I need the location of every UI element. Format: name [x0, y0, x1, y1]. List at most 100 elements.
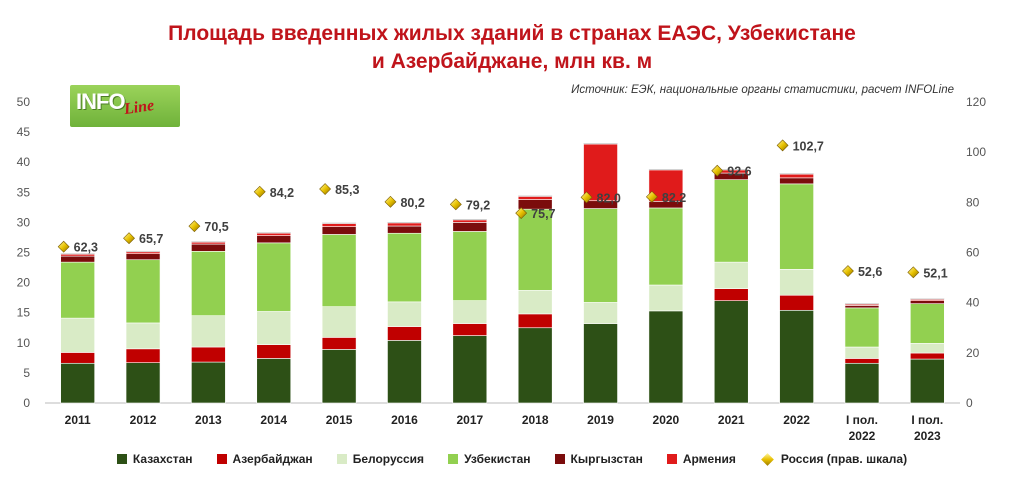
x-tick-label: 2013	[195, 413, 222, 427]
bar-segment	[517, 196, 553, 200]
legend-label: Азербайджан	[232, 452, 313, 466]
legend-item: Армения	[666, 452, 736, 466]
x-tick-label: 2020	[653, 413, 680, 427]
bar-segment	[60, 362, 95, 404]
bar-segment	[844, 358, 880, 364]
chart-title: Площадь введенных жилых зданий в странах…	[0, 20, 1024, 76]
legend-item: Кыргызстан	[554, 452, 643, 466]
bar-segment	[779, 177, 814, 185]
x-tick-label: 2021	[718, 413, 745, 427]
russia-data-label: 84,2	[270, 186, 294, 200]
russia-marker	[188, 220, 201, 233]
y-tick-label: 40	[17, 155, 31, 169]
bar-segment	[517, 327, 553, 404]
y-tick-label: 30	[17, 215, 31, 229]
russia-data-label: 79,2	[466, 198, 490, 212]
russia-data-label: 52,1	[923, 266, 947, 280]
bar-segment	[321, 306, 357, 338]
bar-segment	[452, 323, 488, 336]
bar-segment	[256, 235, 292, 244]
bar-segment	[844, 305, 880, 309]
bar-segment	[60, 255, 95, 263]
bar-segment	[844, 307, 880, 348]
bar-top-edge	[779, 173, 814, 175]
bar-segment	[387, 222, 422, 227]
bar-segment	[321, 226, 357, 235]
logo-main-text: INFO	[76, 89, 126, 114]
bar-segment	[387, 225, 422, 234]
legend-swatch	[116, 454, 127, 464]
russia-marker	[711, 164, 724, 177]
bar-segment	[844, 346, 880, 359]
bar-top-edge	[126, 250, 161, 252]
y2-tick-label: 100	[966, 145, 986, 159]
bar-top-edge	[387, 222, 422, 224]
bar-segment	[256, 232, 292, 236]
bar-top-edge	[256, 232, 291, 234]
bar-segment	[321, 337, 357, 350]
legend-swatch	[448, 454, 459, 464]
x-tick-label: 2018	[522, 413, 549, 427]
y-tick-label: 10	[17, 336, 31, 350]
bar-segment	[256, 344, 292, 359]
russia-marker	[384, 195, 397, 208]
bar-segment	[125, 251, 161, 255]
y-tick-label: 20	[17, 276, 31, 290]
russia-marker	[319, 183, 332, 195]
russia-data-label: 75,7	[531, 207, 555, 221]
x-tick-label: 2022	[783, 413, 810, 427]
bar-segment	[387, 340, 422, 404]
bar-segment	[191, 346, 226, 363]
bar-segment	[517, 313, 553, 329]
legend-item: Азербайджан	[216, 452, 313, 466]
bar-segment	[256, 311, 292, 345]
bar-segment	[779, 269, 814, 296]
bar-segment	[191, 243, 226, 252]
infoline-logo: INFO Line	[70, 85, 180, 127]
bar-segment	[256, 242, 292, 312]
russia-data-label: 65,7	[139, 232, 163, 246]
bar-top-edge	[583, 143, 618, 145]
bar-segment	[452, 231, 488, 301]
x-tick-label: 2017	[456, 413, 483, 427]
bar-segment	[648, 284, 684, 312]
legend-label: Белоруссия	[352, 452, 425, 466]
bar-segment	[191, 241, 226, 245]
y-tick-label: 0	[23, 396, 30, 410]
bar-segment	[256, 358, 292, 404]
y-tick-label: 50	[17, 95, 31, 109]
bar-segment	[387, 326, 422, 341]
bar-top-edge	[518, 195, 553, 197]
y-tick-label: 45	[17, 125, 31, 139]
russia-data-label: 92,6	[727, 165, 751, 179]
russia-data-label: 82,2	[662, 191, 686, 205]
y2-tick-label: 20	[966, 346, 980, 360]
russia-marker	[842, 265, 854, 277]
russia-data-label: 70,5	[204, 220, 228, 234]
bar-top-edge	[910, 298, 945, 300]
bar-segment	[648, 207, 684, 286]
bar-top-edge	[60, 253, 95, 255]
x-tick-label: 2016	[391, 413, 418, 427]
bar-segment	[779, 183, 814, 270]
bar-segment	[60, 261, 95, 319]
bar-segment	[713, 261, 749, 289]
y2-tick-label: 120	[966, 95, 986, 109]
russia-data-label: 52,6	[858, 265, 882, 279]
bar-segment	[60, 317, 95, 353]
bar-top-edge	[191, 241, 226, 243]
bar-segment	[910, 343, 945, 354]
russia-data-label: 102,7	[793, 139, 824, 153]
bar-segment	[387, 301, 422, 327]
legend-label: Кыргызстан	[570, 452, 643, 466]
bar-top-edge	[648, 169, 683, 171]
russia-marker	[123, 232, 135, 245]
russia-marker	[57, 240, 70, 253]
legend-label: Казахстан	[132, 452, 193, 466]
bar-segment	[779, 309, 814, 404]
bar-segment	[125, 322, 161, 350]
russia-marker	[645, 190, 658, 203]
bar-segment	[452, 219, 488, 223]
legend-label: Узбекистан	[464, 452, 531, 466]
